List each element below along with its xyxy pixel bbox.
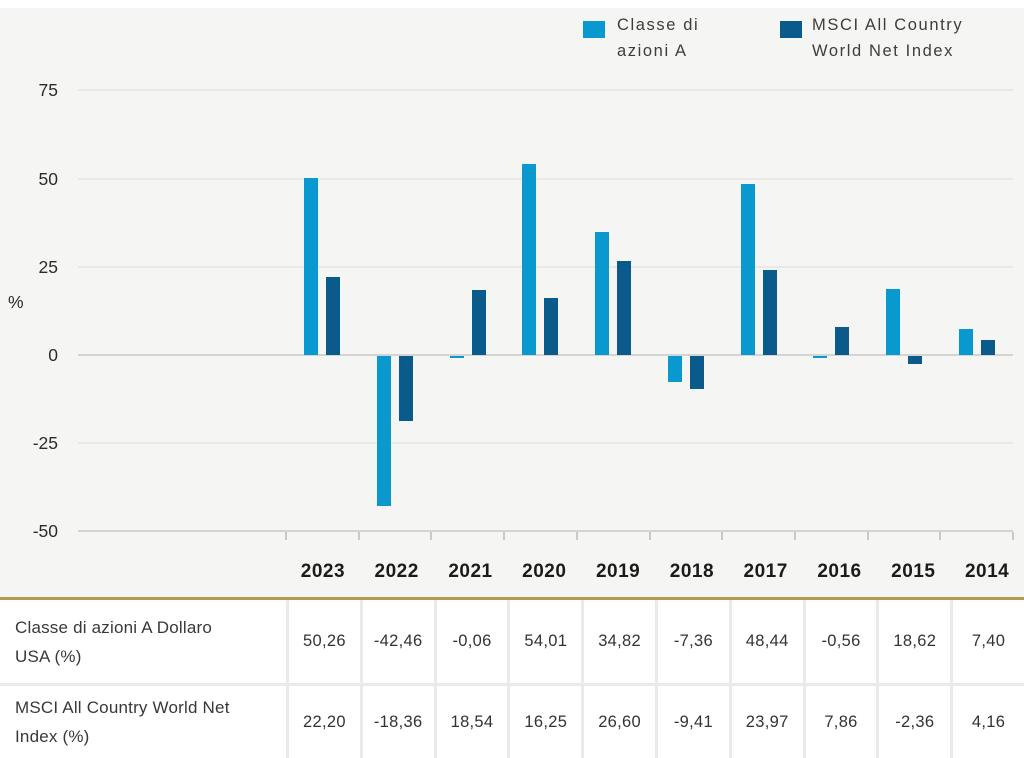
x-axis-tick [648,532,651,540]
x-axis-tick [285,532,287,540]
bar-classe-azioni-a-2021 [449,356,464,358]
bar-msci-index-2015 [907,356,922,365]
y-axis-label-0: 0 [48,345,58,365]
cell-classe-azioni-a-2019: 34,82 [581,600,655,683]
cell-msci-index-2020: 16,25 [507,683,582,758]
y-axis-label--50: -50 [32,521,58,542]
column-header-2021: 2021 [448,561,493,582]
cell-msci-index-2022: -18,36 [359,683,434,758]
x-axis-tick [503,532,506,540]
x-axis-tick [793,532,796,540]
gridline-75 [78,89,1013,92]
row-label-text: Classe di azioni A Dollaro USA (%) [0,613,212,671]
cell-msci-index-2015: -2,36 [876,683,951,758]
bar-classe-azioni-a-2017 [740,184,755,355]
cell-msci-index-2023: 22,20 [286,683,360,758]
y-axis-label-25: 25 [38,256,58,277]
x-axis-tick [866,532,869,540]
column-header-2014: 2014 [964,561,1010,582]
cell-classe-azioni-a-2014: 7,40 [950,600,1024,683]
bar-msci-index-2021 [471,289,486,355]
column-header-2019: 2019 [595,561,641,582]
column-header-2015: 2015 [891,561,936,582]
bar-classe-azioni-a-2019 [595,232,610,355]
row-label-text: MSCI All Country World Net Index (%) [0,693,230,751]
bar-classe-azioni-a-2020 [522,164,537,355]
row-label-line: Classe di azioni A Dollaro [15,617,213,637]
bar-classe-azioni-a-2015 [885,289,900,355]
row-label-classe-azioni-a: Classe di azioni A Dollaro USA (%) [0,600,286,683]
bar-msci-index-2019 [617,261,632,355]
cell-classe-azioni-a-2020: 54,01 [507,600,582,683]
cell-classe-azioni-a-2017: 48,44 [728,600,803,683]
bar-classe-azioni-a-2022 [377,356,392,506]
bar-msci-index-2023 [326,276,341,355]
bar-msci-index-2014 [980,340,995,355]
x-axis-tick [357,532,360,540]
y-axis-label-75: 75 [38,80,58,101]
x-axis-tick [721,532,724,540]
column-header-2016: 2016 [817,561,862,582]
column-header-2017: 2017 [743,561,788,582]
cell-msci-index-2017: 23,97 [728,683,803,758]
gridline-25 [78,265,1013,268]
cell-msci-index-2018: -9,41 [655,683,729,758]
cell-classe-azioni-a-2023: 50,26 [286,600,360,683]
column-header-2018: 2018 [669,561,715,582]
bar-msci-index-2017 [762,270,777,355]
bar-classe-azioni-a-2018 [667,356,682,382]
cell-classe-azioni-a-2016: -0,56 [802,600,877,683]
cell-classe-azioni-a-2022: -42,46 [359,600,434,683]
y-axis-label-50: 50 [38,168,58,189]
row-label-line: MSCI All Country World Net [15,698,230,717]
cell-msci-index-2021: 18,54 [433,683,508,758]
returns-table: Classe di azioni A Dollaro USA (%) 50,26 -4… [0,600,1024,758]
cell-classe-azioni-a-2015: 18,62 [876,600,951,683]
legend-swatch-classe-azioni-a [583,21,605,38]
bar-classe-azioni-a-2016 [813,356,828,358]
x-axis-tick [939,532,942,540]
y-axis-label--25: -25 [32,433,58,454]
cell-msci-index-2019: 26,60 [581,683,655,758]
column-header-2022: 2022 [374,561,419,582]
gridline-50 [78,177,1013,180]
bar-msci-index-2016 [835,327,850,355]
cell-classe-azioni-a-2021: -0,06 [433,600,508,683]
bar-classe-azioni-a-2023 [304,177,319,355]
column-header-2020: 2020 [522,561,567,582]
bar-classe-azioni-a-2014 [958,328,973,355]
bar-msci-index-2018 [689,356,704,390]
year-header-row: 2023 2022 2021 2020 2019 2018 2017 2016 2015 2014 [0,550,1024,594]
cell-classe-azioni-a-2018: -7,36 [655,600,729,683]
gold-divider [0,597,1024,600]
row-label-line: USA (%) [15,646,82,666]
y-axis-unit-label: % [8,292,24,312]
gridline--50 [78,530,1013,533]
legend-label-line: World Net Index [812,41,954,60]
legend-label-line: Classe di [617,16,700,34]
cell-msci-index-2016: 7,86 [802,683,877,758]
row-label-msci-index: MSCI All Country World Net Index (%) [0,683,286,758]
bar-msci-index-2022 [399,356,414,421]
bar-msci-index-2020 [544,297,559,355]
gridline-0 [78,354,1013,356]
gridline--25 [78,442,1013,445]
top-white-strip [0,0,1024,8]
x-axis-tick [575,532,578,540]
x-axis-tick [430,532,433,540]
x-axis-tick [1012,532,1014,540]
row-label-line: Index (%) [15,727,90,746]
legend-label-msci-index: MSCI All Country World Net Index [812,13,963,64]
column-header-2023: 2023 [300,561,346,582]
bar-chart: % 75 50 25 0 -25 -50 [8,80,1014,542]
legend-label-line: azioni A [617,41,688,60]
legend-swatch-msci-index [780,21,802,38]
legend-label-classe-azioni-a: Classe di azioni A [617,13,699,64]
cell-msci-index-2014: 4,16 [950,683,1024,758]
legend-label-line: MSCI All Country [812,16,964,34]
